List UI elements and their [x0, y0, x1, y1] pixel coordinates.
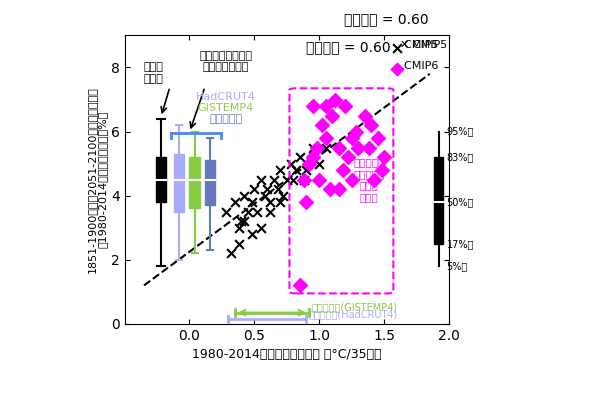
Point — [308, 103, 318, 109]
Point — [315, 160, 324, 167]
Point — [247, 199, 256, 205]
Bar — [156, 157, 166, 202]
Point — [278, 192, 288, 199]
FancyBboxPatch shape — [189, 157, 200, 209]
Point — [262, 186, 272, 193]
Text: 83%値: 83%値 — [447, 152, 474, 162]
Text: CMIP5: CMIP5 — [397, 40, 439, 50]
Point — [308, 144, 318, 151]
Text: 観測データ(GISTEMP4): 観測データ(GISTEMP4) — [312, 302, 397, 312]
X-axis label: 1980-2014年の気温トレンド （°C/35年）: 1980-2014年の気温トレンド （°C/35年） — [192, 348, 381, 361]
Point — [237, 218, 246, 225]
Text: 観測と一致
せず信頼性
の低い
モデル: 観測と一致 せず信頼性 の低い モデル — [353, 157, 384, 202]
Point — [221, 209, 231, 215]
Point — [367, 122, 376, 128]
Point — [273, 186, 283, 193]
Text: 元々の
予測幅: 元々の 予測幅 — [143, 62, 163, 83]
Point — [364, 144, 374, 151]
Text: 組み合わせ: 組み合わせ — [209, 114, 242, 124]
Point — [299, 176, 309, 183]
Point — [286, 160, 296, 167]
Point — [347, 176, 356, 183]
Point — [328, 112, 337, 119]
Point — [321, 135, 331, 141]
Point — [360, 112, 369, 119]
Point — [393, 45, 402, 52]
Point — [269, 176, 278, 183]
Y-axis label: 1851-1900年から2051-2100年の降水量変化
（1980-2014年平均値に対する%）: 1851-1900年から2051-2100年の降水量変化 （1980-2014年… — [86, 86, 108, 273]
Point — [369, 176, 378, 183]
Point — [330, 96, 340, 103]
Bar — [434, 157, 443, 244]
Point — [373, 135, 383, 141]
Text: 相関係数 = 0.60: 相関係数 = 0.60 — [345, 12, 429, 26]
Point — [265, 209, 275, 215]
Text: 17%値: 17%値 — [447, 239, 474, 249]
FancyBboxPatch shape — [205, 160, 215, 205]
Point — [295, 282, 305, 289]
Point — [380, 154, 389, 160]
Text: 観測データ(HadCRUT4): 観測データ(HadCRUT4) — [309, 309, 398, 319]
Point — [393, 66, 402, 72]
Point — [295, 154, 305, 160]
Point — [334, 186, 343, 193]
Point — [340, 103, 350, 109]
Text: 5%値: 5%値 — [447, 261, 468, 271]
Point — [302, 199, 311, 205]
Text: 50%値: 50%値 — [447, 197, 474, 207]
Point — [260, 192, 270, 199]
Point — [317, 122, 327, 128]
Point — [256, 225, 265, 231]
Text: 95%値: 95%値 — [447, 127, 474, 137]
Point — [321, 144, 331, 151]
Point — [226, 250, 236, 256]
Point — [234, 240, 243, 247]
Point — [299, 176, 309, 183]
Point — [304, 160, 314, 167]
Text: 相関係数 = 0.60: 相関係数 = 0.60 — [306, 40, 391, 54]
Point — [234, 225, 243, 231]
Point — [291, 167, 300, 173]
Text: ✕ CMIP5: ✕ CMIP5 — [400, 40, 447, 50]
Point — [321, 103, 331, 109]
Point — [312, 144, 321, 151]
Text: 観測との一致度を
考慮した予測幅: 観測との一致度を 考慮した予測幅 — [199, 51, 252, 72]
Point — [289, 176, 298, 183]
Point — [275, 199, 285, 205]
Point — [265, 199, 275, 205]
FancyBboxPatch shape — [174, 154, 184, 212]
Point — [252, 209, 262, 215]
Text: HadCRUT4: HadCRUT4 — [196, 92, 256, 101]
Point — [315, 176, 324, 183]
Point — [347, 135, 356, 141]
Point — [256, 176, 265, 183]
Text: CMIP6: CMIP6 — [397, 61, 439, 71]
Point — [243, 209, 253, 215]
Point — [247, 231, 256, 237]
Text: GISTEMP4: GISTEMP4 — [198, 103, 254, 113]
Point — [282, 176, 292, 183]
Point — [239, 218, 249, 225]
Point — [343, 154, 353, 160]
Point — [334, 144, 343, 151]
Point — [239, 192, 249, 199]
Point — [230, 199, 240, 205]
Point — [377, 167, 386, 173]
Point — [351, 128, 361, 135]
Point — [325, 186, 334, 193]
Point — [250, 186, 259, 193]
Point — [353, 144, 363, 151]
Point — [308, 154, 318, 160]
Point — [302, 167, 311, 173]
Point — [275, 167, 285, 173]
Point — [338, 167, 347, 173]
